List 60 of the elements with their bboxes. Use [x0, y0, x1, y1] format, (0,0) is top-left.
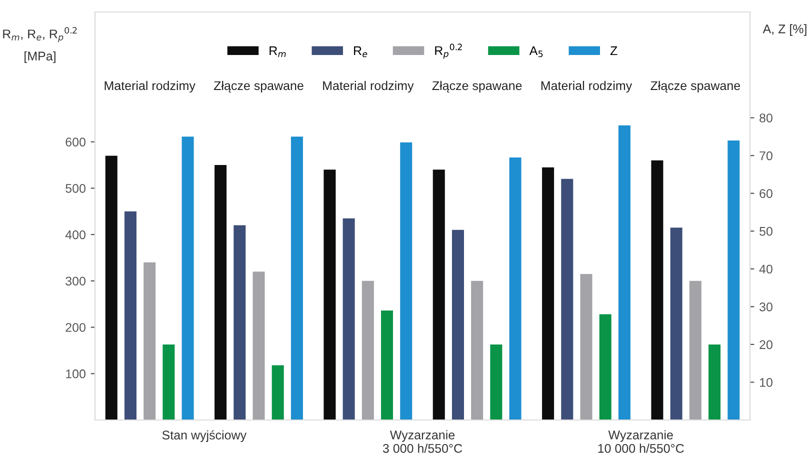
y-tick-label: 300 — [66, 276, 86, 286]
x-tick-label: Material rodzimy — [323, 80, 414, 93]
y-tick-label: 200 — [66, 323, 86, 332]
x-tick-label: Material rodzimy — [541, 80, 632, 93]
bar — [124, 211, 136, 420]
y2-tick-label: 30 — [760, 302, 772, 312]
text: Stan wyjściowy — [162, 430, 247, 442]
x-tick-label: Złącze spawane — [650, 80, 740, 93]
bar — [580, 274, 592, 420]
bar — [342, 218, 355, 420]
bar — [670, 228, 682, 420]
bar — [708, 344, 721, 420]
legend-label: R$_{p}$$^{0.2}$ — [435, 44, 462, 59]
y2-tick-label: 40 — [759, 264, 772, 274]
y2-axis-title: A, Z [%] — [762, 24, 806, 36]
text: Wyzarzanie 3 000 h/550°C — [382, 430, 462, 453]
bar — [290, 136, 303, 420]
bar — [252, 272, 265, 420]
bar — [599, 314, 612, 420]
bar — [561, 178, 574, 420]
y-tick-label: 500 — [66, 184, 86, 193]
legend-label: R$_{m}$ — [270, 46, 286, 58]
bar — [105, 156, 118, 420]
bar — [689, 280, 702, 420]
bar — [728, 140, 740, 420]
x-tick-label: Material rodzimy — [104, 80, 196, 93]
bar — [381, 310, 394, 420]
bar — [144, 262, 156, 420]
x-tick-label: Złącze spawane — [214, 80, 304, 93]
bar — [452, 230, 464, 420]
y2-tick-label: 50 — [760, 226, 772, 236]
bar — [651, 160, 664, 420]
bar — [272, 365, 284, 420]
bar — [182, 136, 194, 420]
y2-tick-label: 80 — [760, 114, 772, 122]
bar — [324, 170, 336, 420]
bar — [471, 280, 484, 420]
bar — [542, 167, 554, 420]
bar — [362, 280, 374, 420]
bar — [490, 344, 502, 420]
legend-label: Z — [610, 46, 618, 56]
bar — [400, 142, 412, 420]
text: Wyzarzanie 10 000 h/550°C — [598, 430, 684, 453]
bar — [234, 225, 246, 420]
y-tick-label: 400 — [65, 230, 86, 240]
bar — [509, 157, 522, 420]
y2-tick-label: 20 — [760, 340, 772, 350]
bar — [162, 344, 175, 420]
text: R$_{m}$, R$_{e}$, R$_{p}$$^{0.2}$ [MPa] — [3, 27, 77, 63]
x-tick-label: Złącze spawane — [432, 80, 522, 93]
bar — [214, 165, 227, 420]
legend-label: R$_{e}$ — [354, 46, 368, 58]
y2-tick-label: 10 — [760, 378, 772, 387]
y-tick-label: 600 — [66, 138, 86, 146]
legend-label: A$_{5}$ — [529, 46, 543, 58]
y2-tick-label: 60 — [760, 189, 772, 198]
y2-tick-label: 70 — [760, 151, 772, 160]
bar — [618, 125, 630, 420]
y-tick-label: 100 — [66, 369, 86, 378]
bar — [432, 170, 445, 420]
